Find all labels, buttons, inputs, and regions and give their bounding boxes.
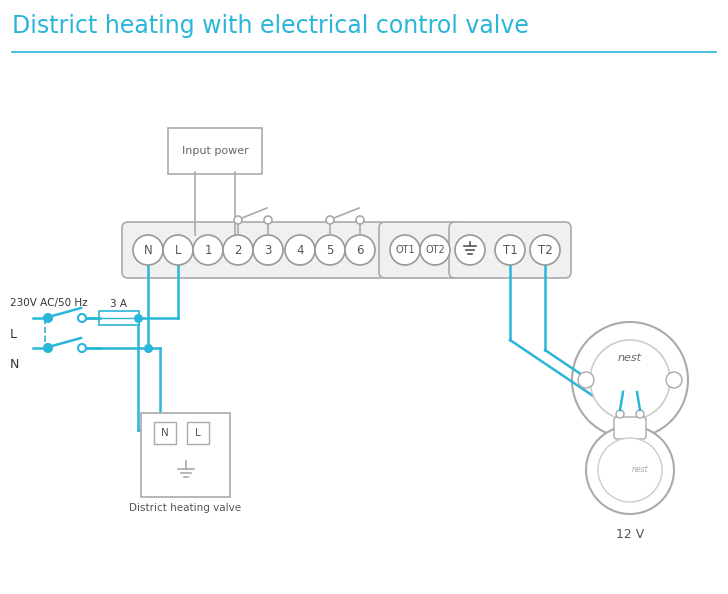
Circle shape	[390, 235, 420, 265]
FancyBboxPatch shape	[187, 422, 209, 444]
Circle shape	[264, 216, 272, 224]
Text: 12 V: 12 V	[616, 528, 644, 541]
Circle shape	[590, 340, 670, 420]
FancyBboxPatch shape	[122, 222, 386, 278]
Text: T2: T2	[537, 244, 553, 257]
Circle shape	[345, 235, 375, 265]
FancyBboxPatch shape	[379, 222, 461, 278]
FancyBboxPatch shape	[141, 413, 230, 497]
FancyBboxPatch shape	[99, 311, 139, 325]
FancyBboxPatch shape	[449, 222, 571, 278]
Circle shape	[530, 235, 560, 265]
Circle shape	[495, 235, 525, 265]
Text: 6: 6	[356, 244, 364, 257]
FancyBboxPatch shape	[168, 128, 262, 174]
Circle shape	[163, 235, 193, 265]
Text: N: N	[10, 358, 20, 371]
Circle shape	[253, 235, 283, 265]
Text: Input power: Input power	[181, 146, 248, 156]
Text: District heating valve: District heating valve	[130, 503, 242, 513]
Circle shape	[356, 216, 364, 224]
Text: 2: 2	[234, 244, 242, 257]
Text: 1: 1	[205, 244, 212, 257]
Circle shape	[420, 235, 450, 265]
Text: OT2: OT2	[425, 245, 445, 255]
Circle shape	[315, 235, 345, 265]
Text: nest: nest	[618, 353, 642, 363]
Text: District heating with electrical control valve: District heating with electrical control…	[12, 14, 529, 38]
Circle shape	[44, 344, 52, 352]
Circle shape	[666, 372, 682, 388]
Text: 3 A: 3 A	[111, 299, 127, 309]
Circle shape	[455, 235, 485, 265]
Text: OT1: OT1	[395, 245, 415, 255]
Text: N: N	[143, 244, 152, 257]
Text: L: L	[175, 244, 181, 257]
Circle shape	[598, 438, 662, 502]
Circle shape	[193, 235, 223, 265]
Text: 4: 4	[296, 244, 304, 257]
Circle shape	[44, 314, 52, 322]
Circle shape	[586, 426, 674, 514]
Circle shape	[223, 235, 253, 265]
FancyBboxPatch shape	[154, 422, 176, 444]
Text: T1: T1	[502, 244, 518, 257]
Text: N: N	[161, 428, 169, 438]
Circle shape	[234, 216, 242, 224]
Text: L: L	[10, 328, 17, 341]
Text: 5: 5	[326, 244, 333, 257]
Text: 3: 3	[264, 244, 272, 257]
Text: L: L	[195, 428, 201, 438]
Text: nest: nest	[632, 466, 649, 475]
Circle shape	[578, 372, 594, 388]
Circle shape	[572, 322, 688, 438]
Circle shape	[133, 235, 163, 265]
FancyBboxPatch shape	[614, 417, 646, 439]
Circle shape	[285, 235, 315, 265]
Circle shape	[78, 314, 86, 322]
Circle shape	[326, 216, 334, 224]
Text: 230V AC/50 Hz: 230V AC/50 Hz	[10, 298, 87, 308]
Circle shape	[78, 344, 86, 352]
Circle shape	[636, 410, 644, 418]
Circle shape	[616, 410, 624, 418]
